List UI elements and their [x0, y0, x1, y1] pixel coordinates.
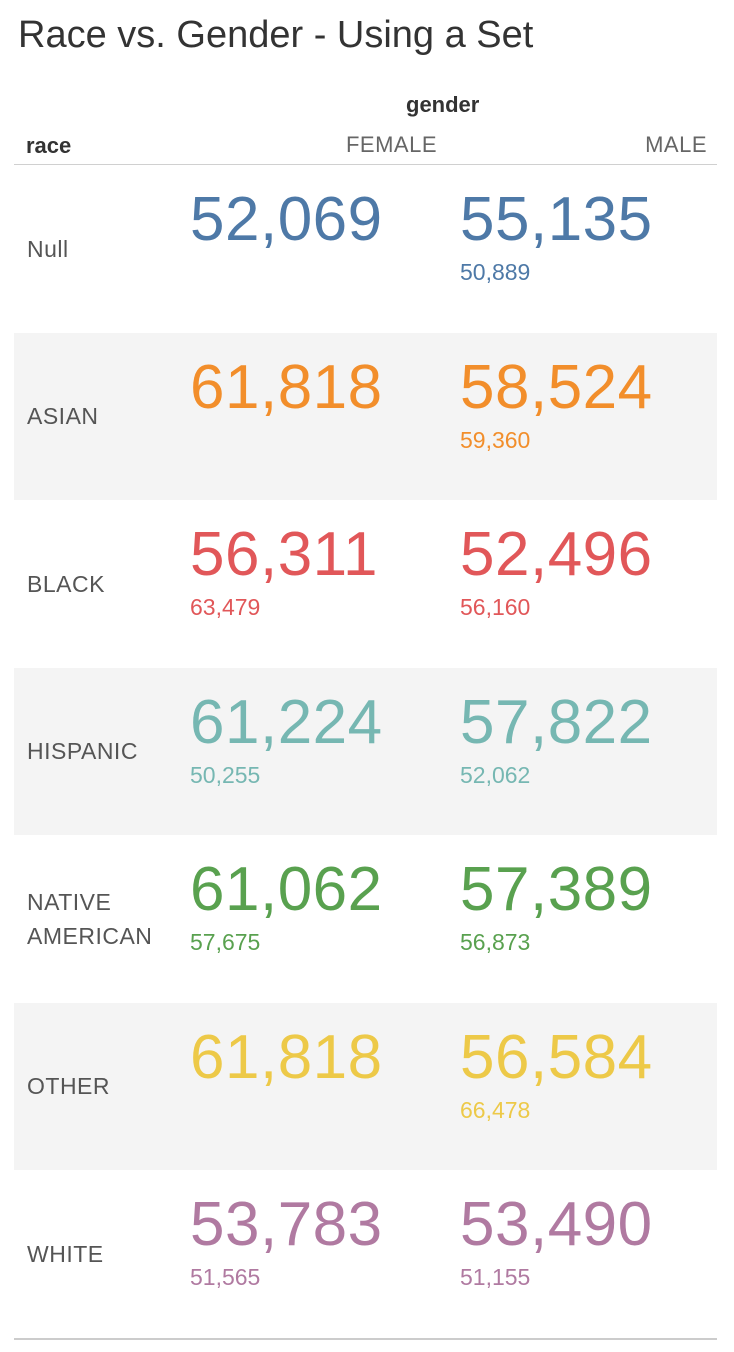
race-label: ASIAN [27, 403, 99, 430]
female-cell: 61,818 [190, 351, 383, 425]
male-secondary-value: 51,155 [460, 1264, 531, 1290]
female-cell: 52,069 [190, 183, 383, 257]
female-value: 53,783 [190, 1190, 383, 1259]
race-label: BLACK [27, 570, 105, 597]
race-label: HISPANIC [27, 738, 138, 765]
female-secondary-value: 51,565 [190, 1264, 261, 1290]
table-row: WHITE 53,783 51,565 53,490 51,155 [14, 1170, 717, 1338]
female-secondary-value: 63,479 [190, 594, 261, 620]
column-header-female: FEMALE [345, 132, 437, 157]
female-value: 61,818 [190, 1022, 383, 1092]
male-cell: 56,584 66,478 [460, 1021, 653, 1124]
male-cell: 58,524 59,360 [460, 351, 653, 454]
male-secondary-value: 50,889 [460, 259, 531, 285]
male-value: 53,490 [460, 1190, 653, 1259]
male-cell: 57,822 52,062 [460, 686, 653, 789]
female-cell: 61,062 57,675 [190, 853, 383, 956]
male-secondary-value: 56,873 [460, 929, 531, 955]
male-secondary-value: 56,160 [460, 594, 531, 620]
female-cell: 61,224 50,255 [190, 686, 383, 789]
female-cell: 53,783 51,565 [190, 1188, 383, 1291]
header-divider [14, 164, 717, 165]
female-secondary-value: 50,255 [190, 761, 261, 788]
chart-title: Race vs. Gender - Using a Set [18, 14, 534, 56]
male-secondary-value: 59,360 [460, 426, 531, 453]
male-secondary-value: 52,062 [460, 761, 531, 788]
bottom-divider [14, 1338, 717, 1340]
male-cell: 55,135 50,889 [460, 183, 653, 286]
table-body: Null 52,069 55,135 50,889 ASIAN 61,818 58,524 5… [14, 165, 717, 1338]
gender-column-group-header: gender [406, 92, 480, 117]
male-cell: 52,496 56,160 [460, 518, 653, 621]
table-row: Null 52,069 55,135 50,889 [14, 165, 717, 333]
female-cell: 56,311 63,479 [190, 518, 378, 621]
table-row: ASIAN 61,818 58,524 59,360 [14, 332, 717, 500]
table-row: BLACK 56,311 63,479 52,496 56,160 [14, 500, 717, 668]
column-header-male: MALE [645, 132, 707, 157]
female-cell: 61,818 [190, 1021, 383, 1095]
male-cell: 53,490 51,155 [460, 1188, 653, 1291]
male-secondary-value: 66,478 [460, 1096, 531, 1123]
female-value: 61,062 [190, 855, 383, 924]
female-secondary-value: 57,675 [190, 929, 261, 955]
male-cell: 57,389 56,873 [460, 853, 653, 956]
race-row-header: race [26, 133, 72, 158]
female-value: 61,224 [190, 687, 383, 757]
female-value: 52,069 [190, 185, 383, 254]
race-label: Null [27, 235, 69, 262]
male-value: 58,524 [460, 352, 653, 422]
race-label: NATIVE AMERICAN [27, 888, 153, 949]
race-label: OTHER [27, 1073, 110, 1100]
female-value: 56,311 [190, 520, 379, 589]
male-value: 52,496 [460, 520, 653, 589]
female-value: 61,818 [190, 352, 383, 422]
male-value: 57,389 [460, 855, 653, 924]
table-row: NATIVE AMERICAN 61,062 57,675 57,389 56,873 [14, 835, 717, 1003]
table-row: HISPANIC 61,224 50,255 57,822 52,062 [14, 667, 717, 835]
male-value: 56,584 [460, 1022, 653, 1092]
table-row: OTHER 61,818 56,584 66,478 [14, 1002, 717, 1170]
male-value: 55,135 [460, 185, 653, 254]
race-label: WHITE [27, 1240, 104, 1267]
male-value: 57,822 [460, 687, 653, 757]
